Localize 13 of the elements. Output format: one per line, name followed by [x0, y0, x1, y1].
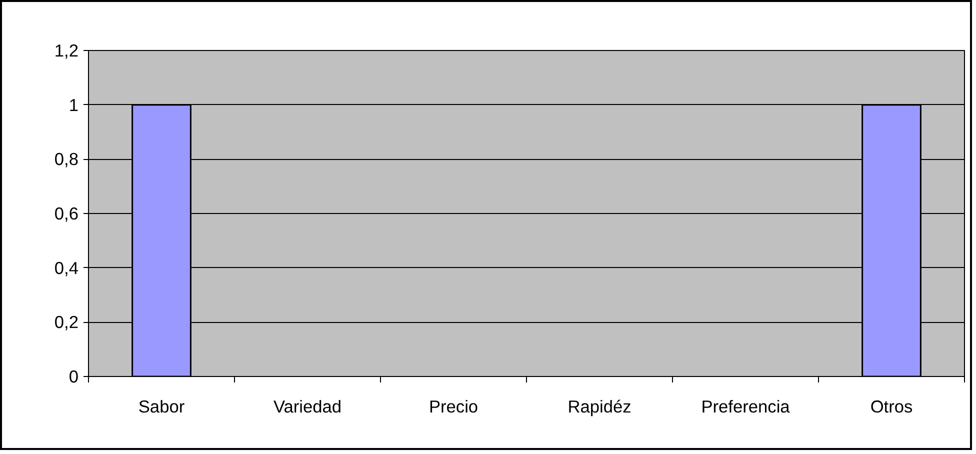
y-tick-label: 0,6 — [54, 204, 79, 224]
x-tick-label: Otros — [870, 396, 914, 416]
x-tick-label: Preferencia — [701, 396, 790, 416]
y-tick-label: 1,2 — [54, 40, 79, 60]
x-tick-label: Rapidéz — [568, 396, 632, 416]
y-tick-label: 1 — [68, 94, 79, 115]
y-tick-label: 0,4 — [54, 258, 79, 278]
x-tick-label: Precio — [428, 396, 478, 416]
y-tick-label: 0,2 — [54, 312, 79, 332]
y-tick-label: 0,8 — [54, 149, 79, 170]
y-tick-label: 0 — [68, 366, 79, 386]
x-tick-label: Sabor — [138, 396, 185, 416]
x-tick-label: Variedad — [273, 396, 342, 416]
